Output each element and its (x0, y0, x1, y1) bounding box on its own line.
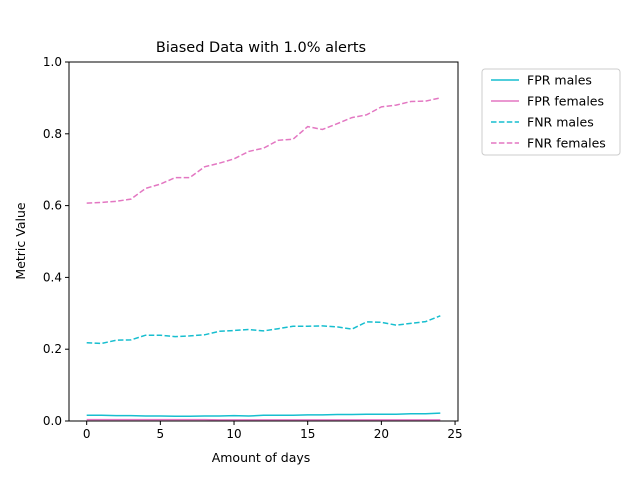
y-tick-label: 0.8 (43, 127, 62, 141)
legend: FPR males FPR females FNR males FNR females (482, 69, 620, 155)
x-tick-label: 0 (83, 427, 91, 441)
x-axis-label: Amount of days (212, 450, 311, 465)
x-tick-label: 15 (300, 427, 315, 441)
legend-label-3: FNR males (527, 115, 594, 130)
y-axis-label: Metric Value (13, 202, 28, 279)
x-tick-label: 5 (157, 427, 165, 441)
legend-label-1: FPR males (527, 73, 592, 88)
y-tick-label: 0.0 (43, 414, 62, 428)
x-tick-label: 20 (374, 427, 389, 441)
chart-title: Biased Data with 1.0% alerts (156, 40, 366, 56)
x-tick-label: 10 (226, 427, 241, 441)
y-tick-label: 0.6 (43, 199, 62, 213)
x-tick-label: 25 (447, 427, 462, 441)
y-tick-label: 1.0 (43, 55, 62, 69)
y-tick-label: 0.2 (43, 342, 62, 356)
legend-label-4: FNR females (527, 136, 606, 151)
y-tick-label: 0.4 (43, 270, 62, 284)
legend-label-2: FPR females (527, 94, 604, 109)
